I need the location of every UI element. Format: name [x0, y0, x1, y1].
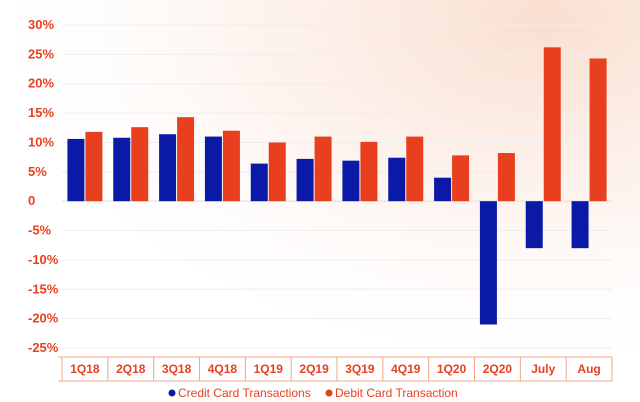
- x-category-label: 4Q19: [391, 362, 421, 376]
- x-category-label: Aug: [577, 362, 600, 376]
- legend: Credit Card Transactions Debit Card Trans…: [168, 386, 458, 400]
- y-tick-label: 30%: [28, 17, 54, 32]
- y-tick-label: -25%: [28, 340, 59, 355]
- legend-label: Credit Card Transactions: [178, 386, 311, 400]
- credit-card-bar: [296, 158, 314, 202]
- x-category-label: 2Q20: [483, 362, 513, 376]
- y-tick-label: -20%: [28, 311, 59, 326]
- debit-card-bar: [497, 153, 515, 202]
- x-category-label: 2Q18: [116, 362, 146, 376]
- credit-card-bar: [113, 137, 131, 202]
- x-category-label: 1Q20: [437, 362, 467, 376]
- x-category-label: 2Q19: [299, 362, 329, 376]
- y-tick-label: -15%: [28, 281, 59, 296]
- debit-card-bar: [589, 58, 607, 202]
- y-tick-label: 5%: [28, 164, 47, 179]
- x-axis-category-labels: 1Q18 2Q18 3Q18 4Q18 1Q19 2Q19 3Q19 4Q19 1Q20 2Q20…: [58, 356, 613, 382]
- credit-card-bar: [159, 134, 177, 202]
- credit-card-bar: [434, 177, 452, 202]
- y-tick-label: 10%: [28, 134, 54, 149]
- debit-card-bar: [85, 131, 103, 202]
- legend-marker: [325, 389, 333, 397]
- legend-label: Debit Card Transaction: [335, 386, 458, 400]
- gridlines: [62, 24, 612, 349]
- debit-card-bar: [406, 136, 424, 202]
- debit-card-bar: [131, 127, 149, 202]
- y-tick-label: -5%: [28, 223, 52, 238]
- debit-card-bar: [268, 142, 286, 202]
- y-tick-label: -10%: [28, 252, 59, 267]
- x-category-label: 1Q19: [254, 362, 284, 376]
- credit-card-bar: [571, 201, 589, 249]
- credit-card-bar: [204, 136, 222, 202]
- credit-card-bar: [525, 201, 543, 249]
- y-tick-label: 25%: [28, 46, 54, 61]
- y-tick-label: 15%: [28, 105, 54, 120]
- debit-card-bar: [452, 155, 470, 202]
- x-category-label: July: [531, 362, 555, 376]
- x-category-label: 3Q18: [162, 362, 192, 376]
- bars: [67, 47, 607, 325]
- debit-card-bar: [222, 130, 240, 202]
- y-tick-label: 0: [28, 193, 35, 208]
- credit-card-bar: [342, 160, 360, 202]
- x-category-label: 3Q19: [345, 362, 375, 376]
- x-category-label: 4Q18: [208, 362, 238, 376]
- credit-card-bar: [388, 157, 406, 202]
- credit-card-bar: [479, 201, 497, 325]
- y-axis-tick-labels: 30% 25% 20% 15% 10% 5% 0 -5% -10% -15% -20% -25%: [28, 17, 59, 355]
- debit-card-bar: [543, 47, 561, 202]
- credit-card-bar: [250, 163, 268, 202]
- x-category-label: 1Q18: [70, 362, 100, 376]
- credit-card-bar: [67, 138, 85, 202]
- y-tick-label: 20%: [28, 76, 54, 91]
- debit-card-bar: [314, 136, 332, 202]
- legend-marker: [168, 389, 176, 397]
- debit-card-bar: [360, 141, 378, 202]
- debit-card-bar: [177, 117, 195, 202]
